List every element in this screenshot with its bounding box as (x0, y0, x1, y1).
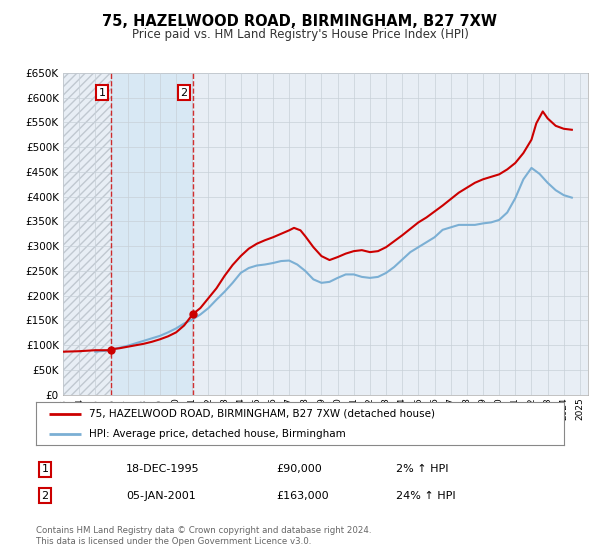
Text: 1: 1 (98, 87, 106, 97)
Text: Contains HM Land Registry data © Crown copyright and database right 2024.: Contains HM Land Registry data © Crown c… (36, 526, 371, 535)
Text: 2% ↑ HPI: 2% ↑ HPI (396, 464, 449, 474)
Bar (63, 73, 111, 395)
Text: 18-DEC-1995: 18-DEC-1995 (126, 464, 200, 474)
Text: 24% ↑ HPI: 24% ↑ HPI (396, 491, 455, 501)
Text: £163,000: £163,000 (276, 491, 329, 501)
Text: 75, HAZELWOOD ROAD, BIRMINGHAM, B27 7XW: 75, HAZELWOOD ROAD, BIRMINGHAM, B27 7XW (103, 14, 497, 29)
Text: 1: 1 (41, 464, 49, 474)
Text: This data is licensed under the Open Government Licence v3.0.: This data is licensed under the Open Gov… (36, 538, 311, 547)
Text: £90,000: £90,000 (276, 464, 322, 474)
Text: 2: 2 (41, 491, 49, 501)
Text: 75, HAZELWOOD ROAD, BIRMINGHAM, B27 7XW (detached house): 75, HAZELWOOD ROAD, BIRMINGHAM, B27 7XW … (89, 409, 435, 419)
Text: 05-JAN-2001: 05-JAN-2001 (126, 491, 196, 501)
Text: HPI: Average price, detached house, Birmingham: HPI: Average price, detached house, Birm… (89, 430, 346, 439)
Text: 2: 2 (181, 87, 188, 97)
Text: Price paid vs. HM Land Registry's House Price Index (HPI): Price paid vs. HM Land Registry's House … (131, 28, 469, 41)
Bar (111, 73, 193, 395)
